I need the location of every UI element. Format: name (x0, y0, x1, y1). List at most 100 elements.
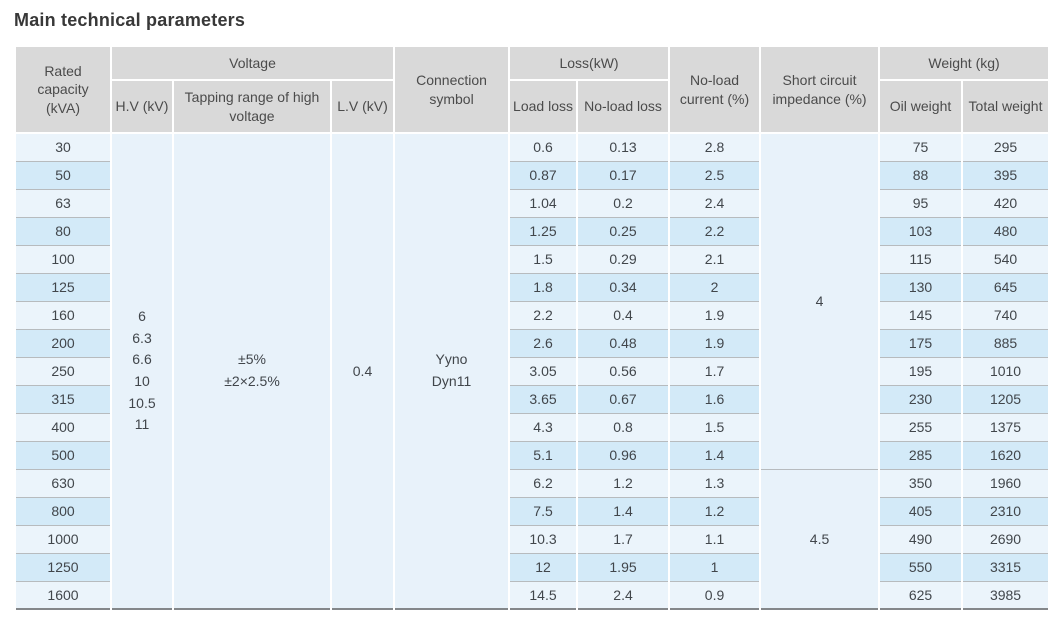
header-load-loss: Load loss (508, 79, 579, 134)
cell-rated-capacity: 250 (14, 357, 112, 386)
table-row: 30 6 6.3 6.6 10 10.5 11 ±5% ±2×2.5% 0.4 Yyno… (14, 133, 1051, 610)
cell-oil-weight: 103 (878, 217, 964, 246)
cell-no-load-loss: 0.67 (576, 385, 671, 414)
cell-load-loss: 7.5 (508, 497, 579, 526)
cell-load-loss: 1.04 (508, 189, 579, 218)
cell-short-circuit-impedance: 4.5 (759, 469, 881, 610)
cell-load-loss: 2.2 (508, 301, 579, 330)
cell-no-load-loss: 1.95 (576, 553, 671, 582)
table-row: 250 3.05 0.56 1.7 195 1010 (14, 357, 1051, 386)
cell-rated-capacity: 800 (14, 497, 112, 526)
cell-oil-weight: 405 (878, 497, 964, 526)
header-no-load-current: No-load current (%) (668, 45, 762, 134)
cell-no-load-loss: 0.48 (576, 329, 671, 358)
cell-rated-capacity: 50 (14, 161, 112, 190)
table-row: 1250 12 1.95 1 550 3315 (14, 553, 1051, 582)
parameters-table: Rated capacity (kVA) Voltage Connection … (14, 45, 1051, 610)
table-row: 500 5.1 0.96 1.4 285 1620 (14, 441, 1051, 470)
cell-rated-capacity: 30 (14, 133, 112, 162)
cell-no-load-loss: 0.29 (576, 245, 671, 274)
cell-oil-weight: 88 (878, 161, 964, 190)
header-voltage-group: Voltage (109, 45, 396, 81)
cell-rated-capacity: 80 (14, 217, 112, 246)
cell-rated-capacity: 63 (14, 189, 112, 218)
table-row: 1600 14.5 2.4 0.9 625 3985 (14, 581, 1051, 610)
cell-no-load-loss: 0.34 (576, 273, 671, 302)
cell-no-load-current: 1.9 (668, 329, 762, 358)
cell-oil-weight: 625 (878, 581, 964, 610)
table-row: 400 4.3 0.8 1.5 255 1375 (14, 413, 1051, 442)
cell-total-weight: 1205 (961, 385, 1051, 414)
cell-rated-capacity: 1600 (14, 581, 112, 610)
cell-load-loss: 12 (508, 553, 579, 582)
cell-oil-weight: 195 (878, 357, 964, 386)
cell-total-weight: 3315 (961, 553, 1051, 582)
cell-rated-capacity: 500 (14, 441, 112, 470)
cell-total-weight: 740 (961, 301, 1051, 330)
cell-total-weight: 395 (961, 161, 1051, 190)
cell-oil-weight: 550 (878, 553, 964, 582)
cell-rated-capacity: 125 (14, 273, 112, 302)
cell-lv-value: 0.4 (329, 133, 396, 610)
header-hv: H.V (kV) (110, 79, 174, 134)
cell-no-load-loss: 0.13 (576, 133, 671, 162)
cell-oil-weight: 130 (878, 273, 964, 302)
table-row: 80 1.25 0.25 2.2 103 480 (14, 217, 1051, 246)
cell-load-loss: 10.3 (508, 525, 579, 554)
header-lv: L.V (kV) (329, 79, 396, 134)
table-row: 800 7.5 1.4 1.2 405 2310 (14, 497, 1051, 526)
header-connection-symbol: Connection symbol (393, 45, 511, 134)
cell-no-load-current: 1.1 (668, 525, 762, 554)
cell-no-load-current: 1.9 (668, 301, 762, 330)
cell-no-load-current: 2 (668, 273, 762, 302)
cell-rated-capacity: 1000 (14, 525, 112, 554)
cell-total-weight: 1620 (961, 441, 1051, 470)
cell-load-loss: 1.5 (508, 245, 579, 274)
cell-oil-weight: 145 (878, 301, 964, 330)
cell-total-weight: 2690 (961, 525, 1051, 554)
cell-rated-capacity: 400 (14, 413, 112, 442)
header-tapping-range: Tapping range of high voltage (172, 79, 332, 134)
cell-no-load-loss: 0.25 (576, 217, 671, 246)
cell-load-loss: 6.2 (508, 469, 579, 498)
cell-no-load-current: 1.7 (668, 357, 762, 386)
cell-oil-weight: 175 (878, 329, 964, 358)
cell-no-load-current: 2.5 (668, 161, 762, 190)
cell-no-load-current: 2.4 (668, 189, 762, 218)
table-header: Rated capacity (kVA) Voltage Connection … (14, 45, 1051, 134)
cell-load-loss: 4.3 (508, 413, 579, 442)
table-row: 50 0.87 0.17 2.5 88 395 (14, 161, 1051, 190)
cell-no-load-current: 1.6 (668, 385, 762, 414)
cell-no-load-current: 1 (668, 553, 762, 582)
cell-total-weight: 1375 (961, 413, 1051, 442)
cell-oil-weight: 255 (878, 413, 964, 442)
cell-no-load-current: 2.8 (668, 133, 762, 162)
cell-hv-values: 6 6.3 6.6 10 10.5 11 (110, 133, 174, 610)
table-row: 1000 10.3 1.7 1.1 490 2690 (14, 525, 1051, 554)
cell-total-weight: 645 (961, 273, 1051, 302)
cell-no-load-current: 1.2 (668, 497, 762, 526)
cell-no-load-loss: 1.4 (576, 497, 671, 526)
cell-total-weight: 885 (961, 329, 1051, 358)
cell-oil-weight: 115 (878, 245, 964, 274)
cell-total-weight: 295 (961, 133, 1051, 162)
cell-oil-weight: 95 (878, 189, 964, 218)
cell-no-load-loss: 0.2 (576, 189, 671, 218)
cell-total-weight: 1960 (961, 469, 1051, 498)
cell-oil-weight: 75 (878, 133, 964, 162)
cell-load-loss: 1.8 (508, 273, 579, 302)
table-row: 100 1.5 0.29 2.1 115 540 (14, 245, 1051, 274)
header-total-weight: Total weight (961, 79, 1051, 134)
cell-total-weight: 540 (961, 245, 1051, 274)
page-title: Main technical parameters (14, 10, 246, 30)
cell-total-weight: 2310 (961, 497, 1051, 526)
table-row: 63 1.04 0.2 2.4 95 420 (14, 189, 1051, 218)
cell-oil-weight: 490 (878, 525, 964, 554)
cell-no-load-loss: 0.8 (576, 413, 671, 442)
cell-oil-weight: 230 (878, 385, 964, 414)
cell-rated-capacity: 630 (14, 469, 112, 498)
cell-no-load-loss: 2.4 (576, 581, 671, 610)
cell-connection-symbol: Yyno Dyn11 (393, 133, 511, 610)
cell-no-load-loss: 0.56 (576, 357, 671, 386)
cell-no-load-loss: 1.7 (576, 525, 671, 554)
